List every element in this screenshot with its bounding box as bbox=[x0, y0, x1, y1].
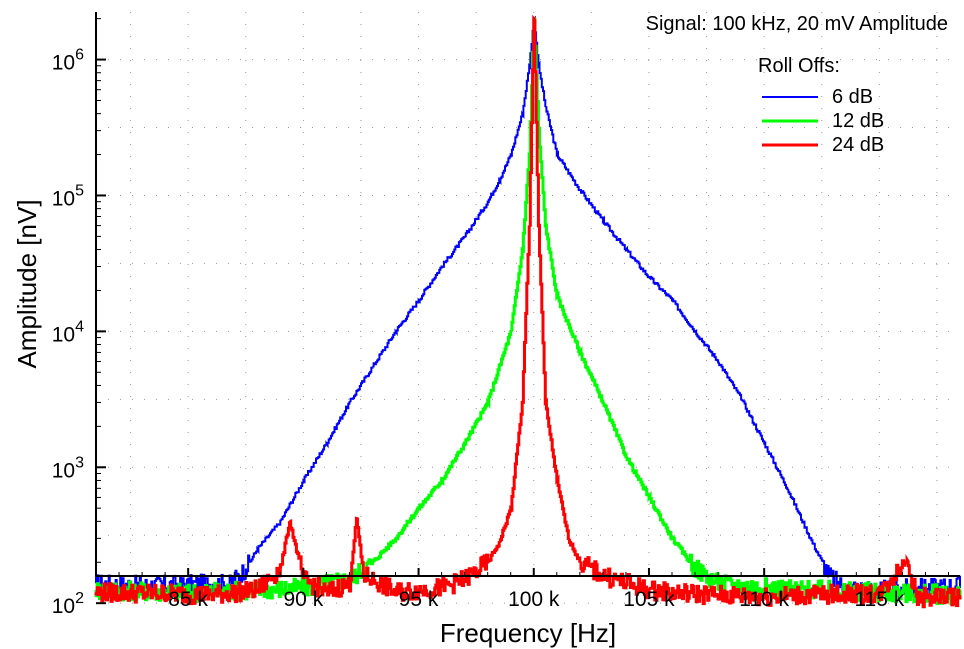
legend-item-6db: 6 dB bbox=[762, 86, 873, 108]
legend-item-24db: 24 dB bbox=[762, 134, 884, 156]
legend: Roll Offs: 6 dB 12 dB 24 dB bbox=[758, 55, 884, 156]
y-tick-exponent: 3 bbox=[75, 454, 84, 471]
x-tick-label: 110 k bbox=[739, 588, 789, 611]
axes bbox=[95, 12, 960, 577]
series-layer bbox=[94, 14, 962, 609]
y-tick-exponent: 4 bbox=[75, 318, 84, 335]
y-tick-label: 106 bbox=[52, 47, 84, 75]
legend-label-6db: 6 dB bbox=[832, 86, 873, 108]
series-line-24db bbox=[94, 14, 962, 609]
y-tick-label: 103 bbox=[52, 454, 84, 482]
series-line-6db bbox=[95, 15, 961, 599]
x-tick-label: 95 k bbox=[399, 588, 439, 611]
x-tick-label: 105 k bbox=[623, 588, 675, 611]
legend-item-12db: 12 dB bbox=[762, 110, 884, 132]
x-tick-label: 100 k bbox=[508, 588, 560, 611]
ticks bbox=[96, 18, 949, 605]
y-tick-exponent: 6 bbox=[75, 47, 84, 64]
y-tick-exponent: 5 bbox=[75, 182, 84, 199]
y-axis-title: Amplitude [nV] bbox=[12, 199, 42, 368]
y-tick-label: 104 bbox=[52, 318, 84, 346]
y-tick-label: 105 bbox=[52, 182, 84, 210]
x-axis-title: Frequency [Hz] bbox=[440, 618, 616, 648]
x-tick-label: 115 k bbox=[854, 588, 904, 611]
y-tick-label: 102 bbox=[52, 590, 84, 618]
tick-labels: 85 k 90 k 95 k 100 k 105 k 110 k 115 k 102 103 10… bbox=[52, 47, 905, 619]
x-tick-label: 90 k bbox=[284, 588, 324, 611]
legend-label-24db: 24 dB bbox=[832, 134, 884, 156]
legend-label-12db: 12 dB bbox=[832, 110, 884, 132]
y-tick-exponent: 2 bbox=[75, 590, 84, 607]
signal-annotation: Signal: 100 kHz, 20 mV Amplitude bbox=[646, 13, 948, 35]
legend-title: Roll Offs: bbox=[758, 55, 840, 77]
x-tick-label: 85 k bbox=[168, 588, 208, 611]
